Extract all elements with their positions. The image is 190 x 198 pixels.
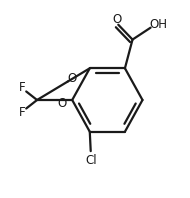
Text: O: O [68, 71, 77, 85]
Text: O: O [112, 13, 121, 26]
Text: OH: OH [150, 18, 168, 31]
Text: F: F [19, 81, 25, 94]
Text: F: F [19, 106, 25, 119]
Text: O: O [58, 97, 67, 110]
Text: Cl: Cl [86, 154, 97, 167]
